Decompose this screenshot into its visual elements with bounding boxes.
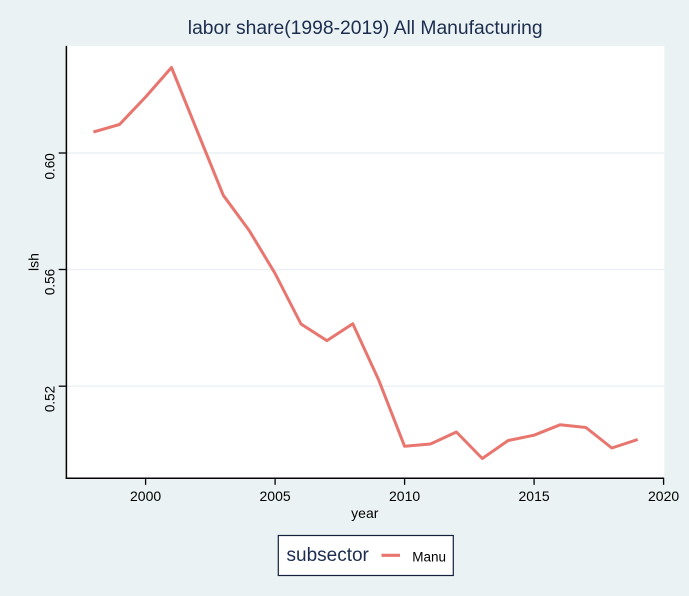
svg-text:Manu: Manu	[412, 550, 446, 565]
svg-text:2010: 2010	[389, 488, 420, 504]
svg-text:2000: 2000	[130, 488, 161, 504]
svg-text:labor share(1998-2019) All Man: labor share(1998-2019) All Manufacturing	[188, 18, 543, 39]
svg-text:0.56: 0.56	[42, 269, 57, 295]
svg-text:2020: 2020	[648, 488, 679, 504]
svg-text:2015: 2015	[519, 488, 550, 504]
svg-text:0.52: 0.52	[42, 386, 57, 412]
svg-text:lsh: lsh	[26, 253, 42, 271]
svg-text:0.60: 0.60	[42, 153, 57, 179]
svg-text:year: year	[351, 505, 379, 521]
svg-text:subsector: subsector	[287, 545, 370, 566]
svg-text:2005: 2005	[260, 488, 291, 504]
